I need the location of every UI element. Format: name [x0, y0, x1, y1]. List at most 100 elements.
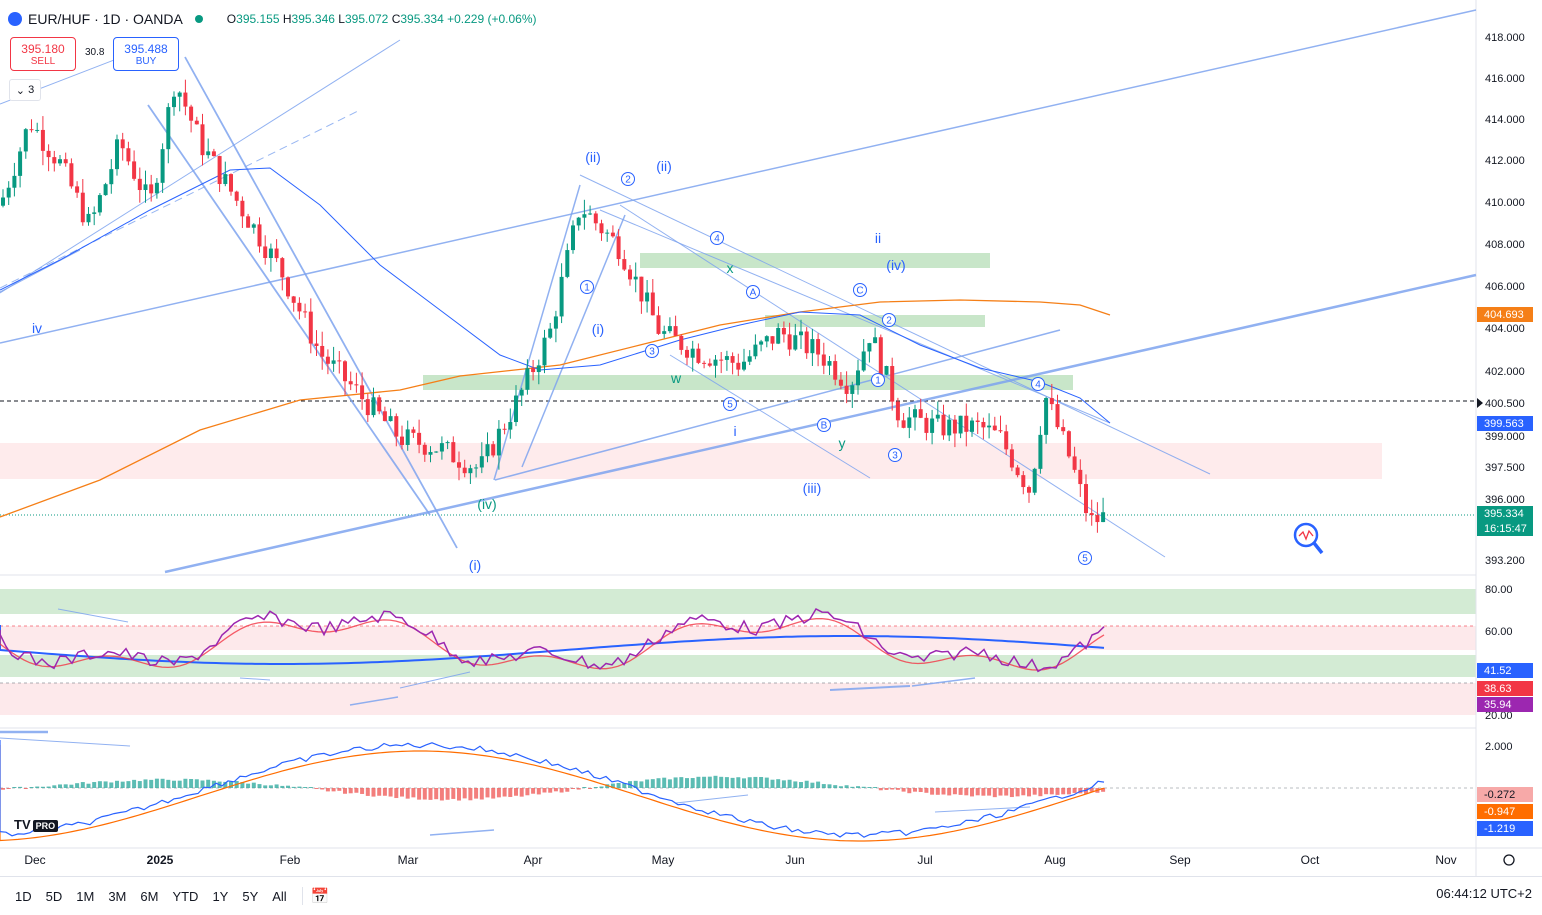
indicators-toggle[interactable]: ⌄ 3	[9, 79, 41, 101]
wave-label: (iv)	[886, 257, 905, 273]
candle	[576, 217, 581, 226]
macd-histogram-bar	[29, 787, 34, 788]
candle	[137, 178, 142, 191]
symbol-header[interactable]: EUR/HUF · 1D · OANDA O395.155 H395.346 L…	[8, 8, 537, 30]
candle	[1004, 431, 1009, 450]
chart-canvas[interactable]: (ii)(ii)(iv)(iv)(iii)(i)(i)iviiixwy24135…	[0, 0, 1542, 876]
svg-text:3: 3	[649, 347, 655, 358]
range-1m[interactable]: 1M	[76, 888, 95, 904]
sell-button[interactable]: 395.180 SELL	[10, 37, 76, 71]
macd-histogram-bar	[52, 785, 57, 788]
macd-histogram-bar	[405, 788, 410, 799]
candle	[901, 420, 906, 428]
candle	[736, 362, 741, 370]
macd-histogram-bar	[559, 788, 564, 793]
candle	[645, 292, 650, 302]
time-axis[interactable]: Dec 2025 Feb Mar Apr May Jun Jul Aug Sep Oct Nov	[24, 853, 1515, 867]
candle	[411, 429, 416, 433]
macd-histogram-bar	[918, 788, 923, 792]
macd-histogram-bar	[303, 787, 308, 788]
change-value: +0.229 (+0.06%)	[447, 12, 537, 26]
candle	[1044, 398, 1049, 435]
range-all[interactable]: All	[272, 888, 287, 904]
macd-histogram-bar	[206, 779, 211, 788]
candle	[371, 397, 376, 416]
macd-histogram-bar	[1009, 788, 1014, 798]
candle	[799, 331, 803, 336]
candle	[388, 416, 393, 422]
macd-histogram-bar	[308, 787, 313, 788]
trendline	[57, 608, 129, 623]
candle	[844, 385, 849, 394]
trendline	[0, 249, 81, 293]
range-3m[interactable]: 3M	[108, 888, 127, 904]
macd-histogram-bar	[143, 779, 148, 788]
macd-histogram-bar	[297, 786, 302, 788]
macd-histogram-bar	[582, 787, 587, 788]
range-1y[interactable]: 1Y	[212, 888, 229, 904]
wave-circle-label: 2	[621, 172, 635, 186]
clock[interactable]: 06:44:12 UTC+2	[1436, 886, 1532, 901]
candle	[964, 415, 969, 432]
range-ytd[interactable]: YTD	[172, 888, 199, 904]
macd-signal-line	[0, 745, 1105, 842]
candle	[719, 359, 724, 361]
trendline	[829, 685, 911, 691]
candle	[582, 214, 587, 218]
symbol-title[interactable]: EUR/HUF · 1D · OANDA	[28, 11, 183, 27]
candle	[650, 292, 655, 316]
candle	[1038, 434, 1043, 469]
price-label: 393.200	[1485, 555, 1525, 567]
candle	[770, 336, 775, 344]
macd-histogram-bar	[474, 788, 479, 799]
candle	[525, 368, 530, 390]
sell-price: 395.180	[21, 41, 65, 56]
macd-histogram-bar	[371, 788, 376, 797]
price-label: 400.500	[1485, 398, 1525, 410]
macd-histogram-bar	[975, 788, 980, 796]
macd-histogram-bar	[679, 777, 684, 788]
wave-label: (i)	[592, 321, 604, 337]
macd-histogram-bar	[325, 788, 330, 792]
macd-histogram-bar	[394, 788, 399, 799]
macd-histogram-bar	[873, 787, 878, 788]
candle	[1055, 404, 1060, 428]
candle	[143, 184, 148, 191]
price-badge	[1477, 697, 1533, 712]
rsi-signal	[0, 617, 1105, 671]
wave-circle-label: B	[817, 418, 831, 432]
candle	[325, 356, 330, 364]
price-badge	[1477, 663, 1533, 678]
price-badge-text: 35.94	[1484, 699, 1512, 711]
candle	[952, 419, 957, 434]
macd-histogram-bar	[1, 788, 5, 790]
wave-label: i	[733, 423, 736, 439]
support-zone	[423, 375, 1073, 390]
price-axis[interactable]: 418.000 416.000 414.000 412.000 410.000 408.0…	[1477, 32, 1533, 836]
candle	[382, 411, 387, 422]
macd-histogram-bar	[75, 783, 80, 788]
wave-label: (ii)	[585, 149, 601, 165]
range-6m[interactable]: 6M	[140, 888, 159, 904]
macd-badge-text: -0.947	[1484, 806, 1515, 818]
range-1d[interactable]: 1D	[15, 888, 32, 904]
candle	[103, 184, 108, 196]
range-5y[interactable]: 5Y	[242, 888, 259, 904]
wave-label: (i)	[469, 557, 481, 573]
candle	[565, 250, 570, 277]
rsi-zone	[0, 683, 1476, 715]
macd-histogram-bar	[80, 782, 85, 788]
calendar-icon[interactable]: 📅	[310, 888, 330, 905]
range-5d[interactable]: 5D	[45, 888, 63, 904]
macd-histogram-bar	[445, 788, 450, 800]
rsi-pane	[0, 608, 1105, 673]
chart-search-icon[interactable]	[1293, 522, 1324, 555]
tradingview-logo[interactable]: TV PRO	[14, 817, 59, 832]
buy-button[interactable]: 395.488 BUY	[113, 37, 179, 71]
candle	[6, 187, 11, 198]
macd-histogram-bar	[120, 781, 125, 788]
candle	[1101, 512, 1106, 523]
macd-histogram-bar	[229, 781, 233, 788]
candle	[593, 213, 598, 224]
low-value: 395.072	[344, 12, 389, 26]
